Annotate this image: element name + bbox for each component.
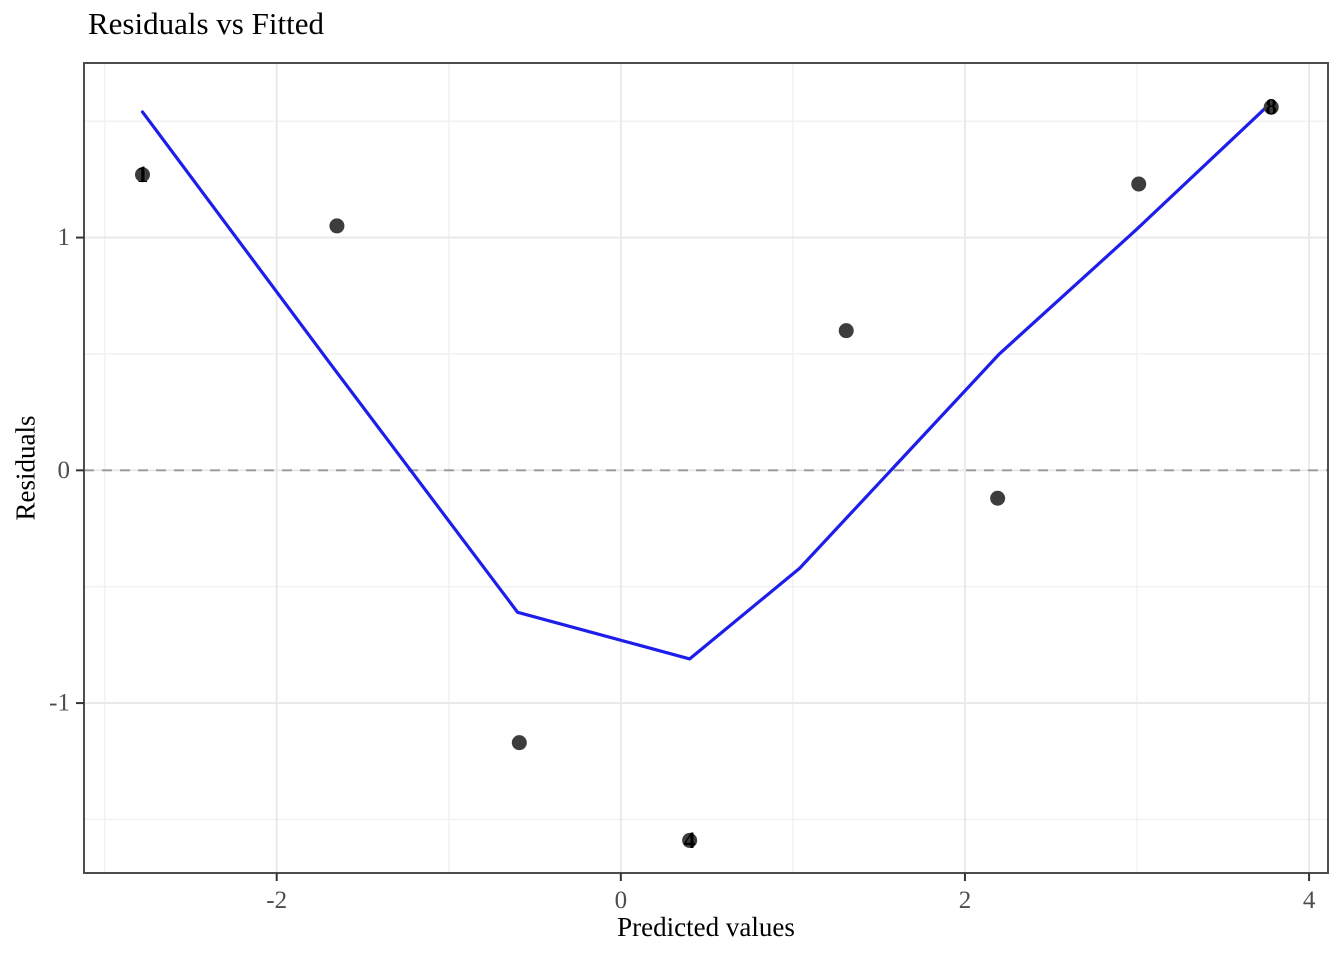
data-point <box>1263 99 1279 115</box>
x-axis-tick-label: 4 <box>1303 887 1316 914</box>
point-label: 4 <box>684 828 696 853</box>
data-point <box>682 832 698 848</box>
y-axis-label: Residuals <box>10 415 41 521</box>
y-axis-tick-label: -1 <box>49 690 70 717</box>
plot-panel: 1 4 8 -2 0 2 4 -1 0 1 <box>49 62 1329 914</box>
data-point <box>990 490 1006 506</box>
data-point <box>838 323 854 339</box>
point-label: 1 <box>137 162 149 187</box>
data-point <box>1131 176 1147 192</box>
data-point <box>511 735 527 751</box>
y-axis-tick-label: 0 <box>58 457 71 484</box>
plot-title: Residuals vs Fitted <box>88 6 324 41</box>
x-axis-tick-label: -2 <box>266 887 287 914</box>
data-point <box>135 167 151 183</box>
smooth-fit-line <box>140 100 1273 661</box>
data-point <box>329 218 345 234</box>
x-axis-label: Predicted values <box>617 912 795 942</box>
x-axis-tick-label: 0 <box>615 887 628 914</box>
x-axis-tick-label: 2 <box>959 887 972 914</box>
panel-border <box>83 62 1329 874</box>
point-label: 8 <box>1265 95 1277 120</box>
y-axis-tick-label: 1 <box>58 224 71 251</box>
